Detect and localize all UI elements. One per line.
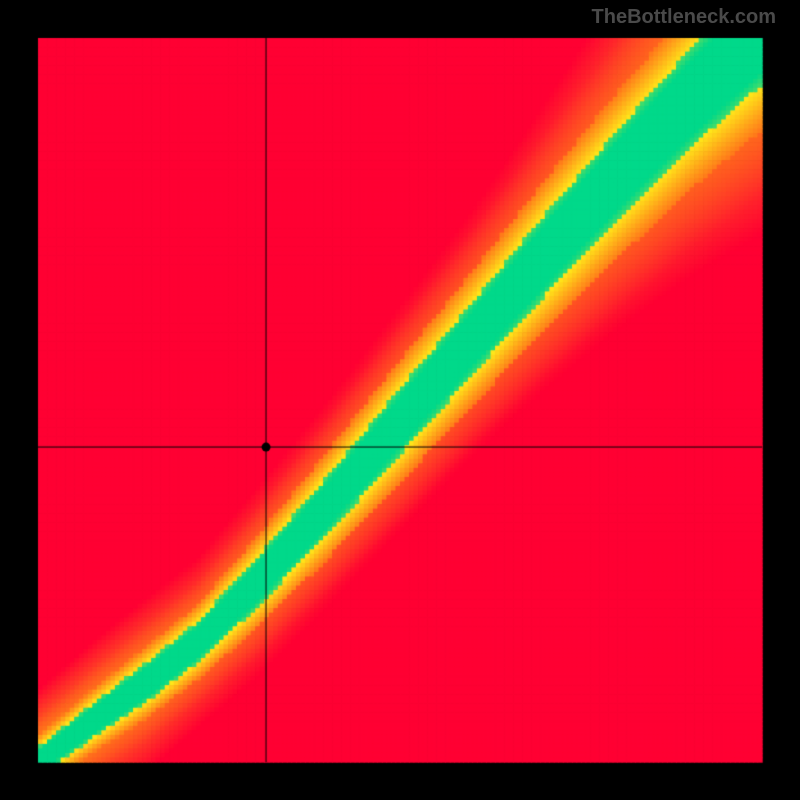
watermark-text: TheBottleneck.com xyxy=(592,6,776,29)
bottleneck-heatmap-canvas xyxy=(0,0,800,800)
